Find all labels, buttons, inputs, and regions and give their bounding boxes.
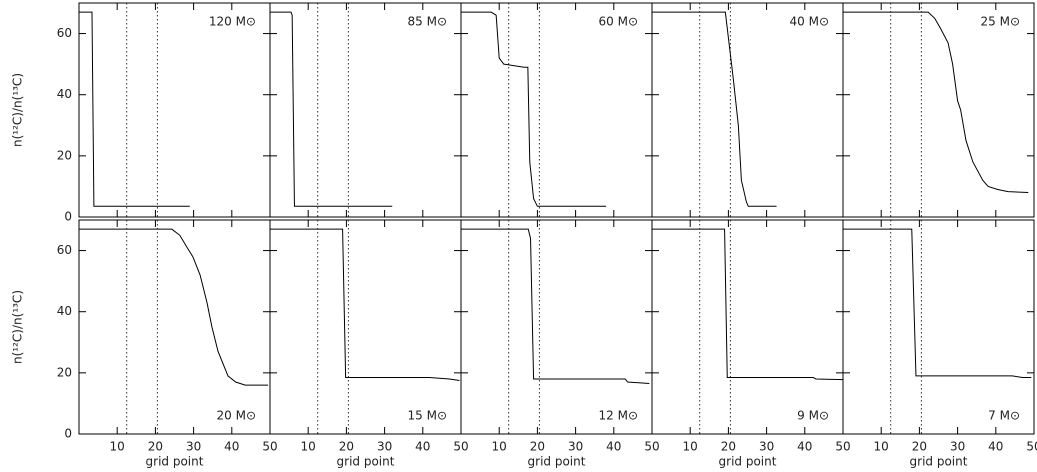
panel-frame [78, 219, 271, 435]
x-tick-label: 20 [530, 440, 545, 454]
x-tick-label: 10 [301, 440, 316, 454]
x-tick-label: 40 [988, 440, 1003, 454]
x-axis-label: grid point [146, 455, 204, 469]
x-tick-label: 10 [874, 440, 889, 454]
data-line [270, 11, 393, 207]
y-tick-label: 0 [64, 210, 72, 224]
data-line [652, 228, 844, 381]
y-tick-label: 0 [64, 427, 72, 441]
x-tick-label: 30 [950, 440, 965, 454]
panel-label: 25 M⊙ [981, 15, 1021, 29]
x-tick-label: 40 [224, 440, 239, 454]
x-tick-label: 30 [186, 440, 201, 454]
x-tick-label: 40 [415, 440, 430, 454]
data-line [79, 11, 190, 207]
panel-label: 60 M⊙ [599, 15, 639, 29]
panel-frame [78, 2, 271, 218]
y-axis-label: n(¹²C)/n(¹³C) [11, 73, 25, 147]
x-tick-label: 20 [148, 440, 163, 454]
panel-frame [460, 2, 653, 218]
x-tick-label: 20 [339, 440, 354, 454]
panel-label: 40 M⊙ [790, 15, 830, 29]
data-line [461, 228, 650, 385]
y-tick-label: 20 [57, 365, 72, 379]
panel-frame [460, 219, 653, 435]
panel-frame [269, 2, 462, 218]
x-axis-label: grid point [910, 455, 968, 469]
panel-label: 15 M⊙ [408, 409, 448, 423]
y-tick-label: 60 [57, 243, 72, 257]
x-tick-label: 50 [644, 440, 659, 454]
y-tick-label: 60 [57, 26, 72, 40]
x-tick-label: 50 [835, 440, 850, 454]
x-tick-label: 50 [1026, 440, 1037, 454]
x-tick-label: 20 [912, 440, 927, 454]
x-tick-label: 30 [568, 440, 583, 454]
x-tick-label: 50 [453, 440, 468, 454]
x-axis-label: grid point [528, 455, 586, 469]
data-line [79, 228, 269, 386]
panel-frame [651, 219, 844, 435]
panel-frame [269, 219, 462, 435]
data-line [461, 11, 607, 207]
x-tick-label: 30 [759, 440, 774, 454]
y-tick-label: 40 [57, 304, 72, 318]
data-line [843, 11, 1029, 194]
x-tick-label: 10 [683, 440, 698, 454]
x-tick-label: 30 [377, 440, 392, 454]
y-tick-label: 40 [57, 87, 72, 101]
x-tick-label: 10 [492, 440, 507, 454]
data-line [843, 228, 1032, 378]
x-tick-label: 40 [606, 440, 621, 454]
x-tick-label: 20 [721, 440, 736, 454]
y-axis-label: n(¹²C)/n(¹³C) [11, 290, 25, 364]
panel-frame [842, 219, 1035, 435]
panel-label: 9 M⊙ [797, 409, 829, 423]
panel-frame [651, 2, 844, 218]
x-tick-label: 50 [262, 440, 277, 454]
panel-label: 20 M⊙ [217, 409, 257, 423]
x-axis-label: grid point [719, 455, 777, 469]
panel-label: 7 M⊙ [988, 409, 1020, 423]
panel-label: 85 M⊙ [408, 15, 448, 29]
x-axis-label: grid point [337, 455, 395, 469]
x-tick-label: 10 [110, 440, 125, 454]
data-line [652, 11, 777, 207]
panel-label: 120 M⊙ [209, 15, 256, 29]
panel-frame [842, 2, 1035, 218]
x-tick-label: 40 [797, 440, 812, 454]
data-line [270, 228, 460, 381]
y-tick-label: 20 [57, 148, 72, 162]
panel-label: 12 M⊙ [599, 409, 639, 423]
